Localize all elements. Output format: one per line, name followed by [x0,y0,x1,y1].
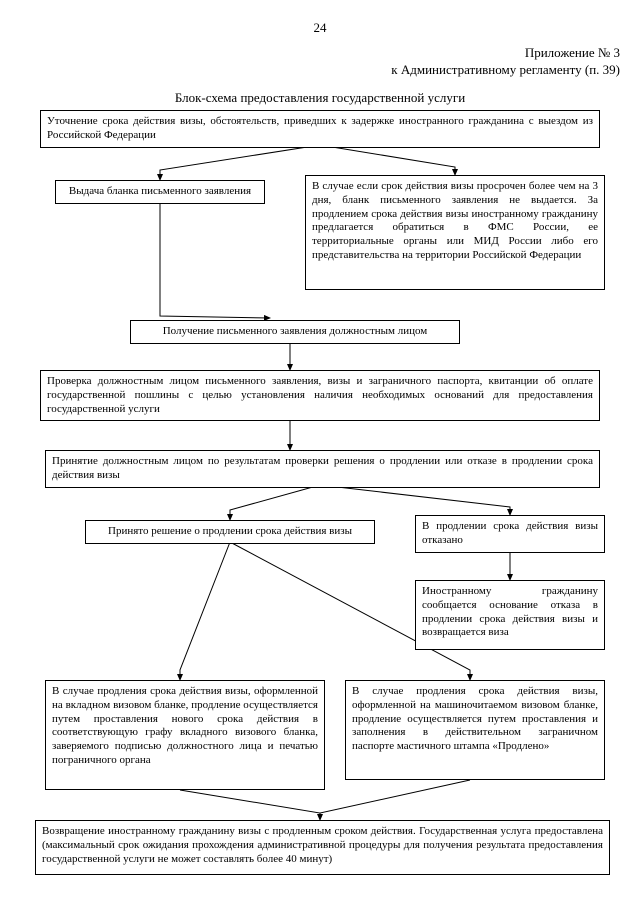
page-number: 24 [0,20,640,36]
flowchart-node-n7b: Иностранному гражданину сообщается основ… [415,580,605,650]
flowchart-node-n2b: В случае если срок действия визы просроч… [305,175,605,290]
header: Приложение № 3 к Административному регла… [0,45,640,79]
flowchart-node-n6b: В продлении срока действия визы отказано [415,515,605,553]
flowchart-node-n4: Проверка должностным лицом письменного з… [40,370,600,421]
flowchart-node-n6a: Принято решение о продлении срока действ… [85,520,375,544]
flowchart-node-n3: Получение письменного заявления должност… [130,320,460,344]
page: 24 Приложение № 3 к Административному ре… [0,0,640,905]
diagram-title: Блок-схема предоставления государственно… [0,90,640,106]
header-line-2: к Административному регламенту (п. 39) [391,62,620,77]
flowchart-node-n5: Принятие должностным лицом по результата… [45,450,600,488]
flowchart-node-n8b: В случае продления срока действия визы, … [345,680,605,780]
header-line-1: Приложение № 3 [525,45,620,60]
flowchart-node-n2a: Выдача бланка письменного заявления [55,180,265,204]
flowchart-node-n1: Уточнение срока действия визы, обстоятел… [40,110,600,148]
flowchart-node-n8a: В случае продления срока действия визы, … [45,680,325,790]
flowchart-node-n9: Возвращение иностранному гражданину визы… [35,820,610,875]
